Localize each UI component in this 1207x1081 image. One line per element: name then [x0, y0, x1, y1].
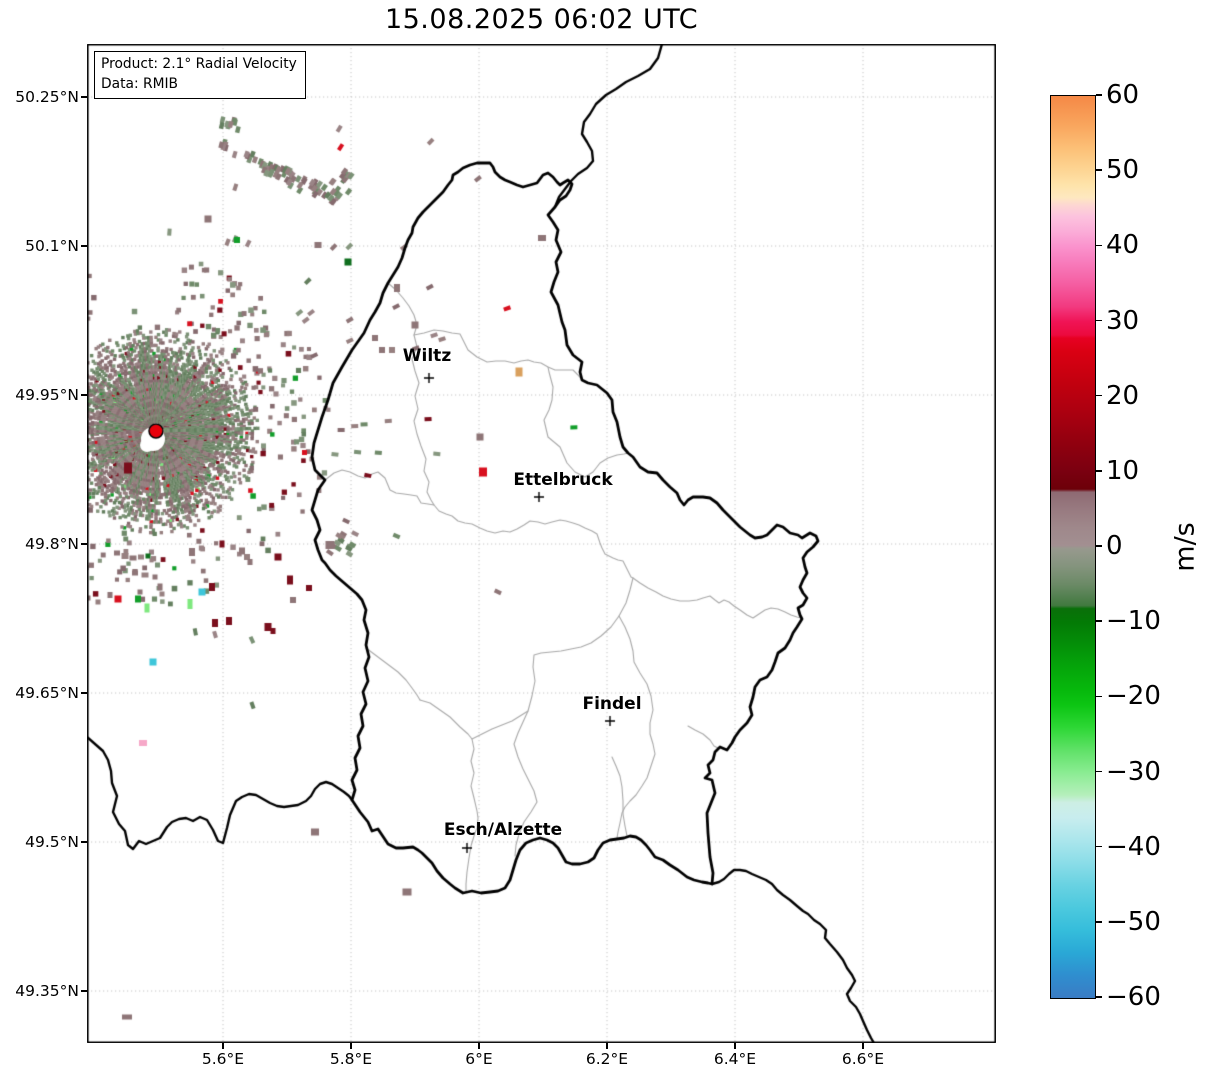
colorbar-tick-label: 10: [1106, 455, 1140, 486]
colorbar-tick-mark: [1096, 169, 1102, 171]
radar-map-canvas: [87, 44, 996, 1043]
colorbar-gradient: [1051, 96, 1095, 998]
colorbar-tick-mark: [1096, 695, 1102, 698]
colorbar-tick-label: 60: [1106, 80, 1140, 110]
city-label-esch-alzette: Esch/Alzette: [443, 820, 563, 840]
colorbar-tick-label: 40: [1106, 230, 1140, 261]
product-annotation-box: Product: 2.1° Radial Velocity Data: RMIB: [94, 51, 306, 99]
colorbar-tick-mark: [1096, 94, 1102, 96]
colorbar-tick-label: 30: [1106, 305, 1140, 336]
colorbar-tick-label: −50: [1106, 906, 1161, 937]
x-tick-mark: [734, 1043, 736, 1049]
y-tick-label: 49.35°N: [15, 982, 79, 1000]
x-tick-mark: [478, 1043, 480, 1049]
y-tick-mark: [81, 245, 87, 247]
colorbar-tick-label: −20: [1106, 681, 1161, 712]
x-tick-mark: [350, 1043, 352, 1049]
y-tick-label: 49.65°N: [15, 684, 79, 702]
colorbar-tick-mark: [1096, 244, 1102, 247]
data-source-line: Data: RMIB: [101, 76, 179, 92]
colorbar: [1050, 95, 1096, 999]
y-tick-label: 50.1°N: [25, 237, 79, 255]
city-label-wiltz: Wiltz: [402, 346, 452, 366]
y-tick-mark: [81, 394, 87, 396]
colorbar-unit-label: m/s: [1169, 522, 1201, 572]
x-tick-label: 6.6°E: [841, 1050, 885, 1068]
y-tick-label: 49.95°N: [15, 386, 79, 404]
product-line: Product: 2.1° Radial Velocity: [101, 56, 297, 72]
x-tick-label: 6.4°E: [713, 1050, 757, 1068]
y-tick-mark: [81, 96, 87, 98]
y-tick-label: 49.8°N: [25, 535, 79, 553]
colorbar-tick-mark: [1096, 996, 1102, 998]
y-tick-mark: [81, 841, 87, 843]
y-tick-mark: [81, 543, 87, 545]
colorbar-tick-mark: [1096, 845, 1102, 848]
colorbar-tick-mark: [1096, 319, 1102, 322]
colorbar-tick-label: −60: [1106, 982, 1161, 1012]
x-tick-label: 6°E: [465, 1050, 493, 1068]
colorbar-tick-mark: [1096, 921, 1102, 923]
figure-title: 15.08.2025 06:02 UTC: [384, 4, 699, 35]
colorbar-tick-label: 0: [1106, 531, 1123, 561]
x-tick-mark: [862, 1043, 864, 1049]
colorbar-tick-label: 20: [1106, 380, 1140, 411]
colorbar-tick-mark: [1096, 620, 1102, 622]
x-tick-label: 5.6°E: [201, 1050, 245, 1068]
y-tick-mark: [81, 990, 87, 992]
city-label-ettelbruck: Ettelbruck: [513, 470, 613, 490]
colorbar-tick-label: −10: [1106, 606, 1161, 637]
colorbar-tick-mark: [1096, 470, 1102, 472]
y-tick-label: 50.25°N: [15, 88, 79, 106]
colorbar-tick-label: −40: [1106, 831, 1161, 862]
x-tick-label: 6.2°E: [585, 1050, 629, 1068]
y-tick-label: 49.5°N: [25, 833, 79, 851]
y-tick-mark: [81, 692, 87, 694]
city-label-findel: Findel: [582, 694, 642, 714]
colorbar-tick-mark: [1096, 394, 1102, 397]
x-tick-mark: [222, 1043, 224, 1049]
colorbar-tick-mark: [1096, 545, 1102, 547]
colorbar-tick-label: 50: [1106, 155, 1140, 186]
map-plot-area: Product: 2.1° Radial Velocity Data: RMIB: [87, 44, 996, 1043]
x-tick-label: 5.8°E: [329, 1050, 373, 1068]
x-tick-mark: [606, 1043, 608, 1049]
colorbar-tick-label: −30: [1106, 756, 1161, 787]
colorbar-tick-mark: [1096, 770, 1102, 773]
